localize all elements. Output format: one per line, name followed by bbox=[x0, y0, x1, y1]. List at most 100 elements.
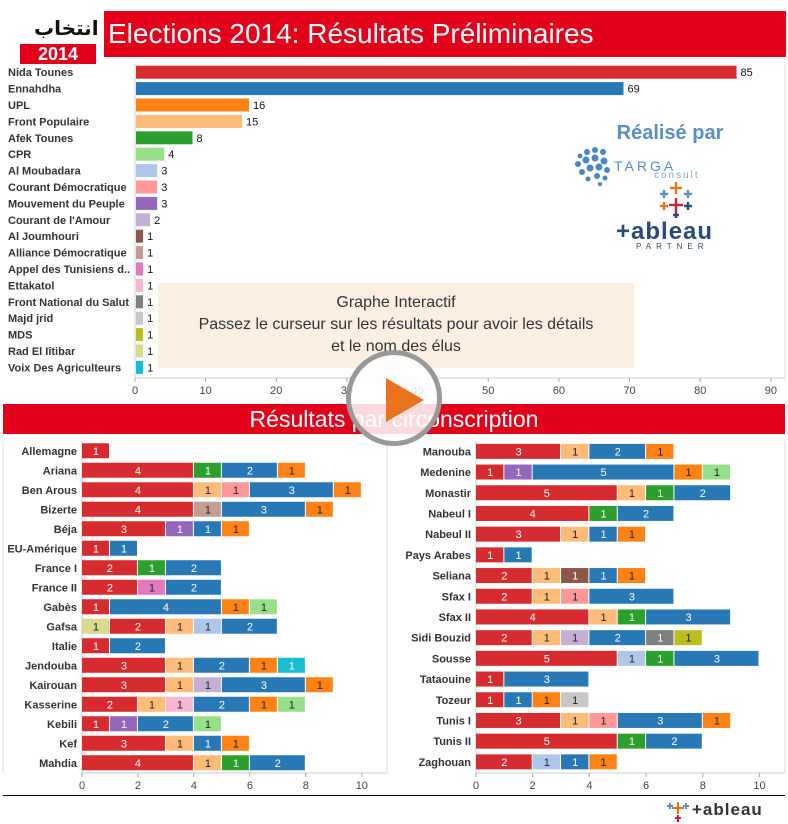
seat-segment[interactable] bbox=[221, 599, 249, 615]
seat-segment[interactable] bbox=[109, 638, 165, 654]
seat-segment[interactable] bbox=[193, 657, 249, 673]
seat-segment[interactable] bbox=[504, 692, 532, 708]
seat-segment[interactable] bbox=[193, 462, 221, 478]
seat-segment[interactable] bbox=[589, 712, 617, 728]
party-bar[interactable] bbox=[136, 262, 144, 276]
seat-segment[interactable] bbox=[561, 630, 589, 646]
seat-segment[interactable] bbox=[109, 618, 165, 634]
party-bar[interactable] bbox=[136, 164, 158, 178]
seat-segment[interactable] bbox=[476, 630, 532, 646]
party-bar[interactable] bbox=[136, 114, 242, 128]
party-bar[interactable] bbox=[136, 213, 151, 227]
seat-segment[interactable] bbox=[82, 599, 109, 615]
seat-segment[interactable] bbox=[561, 754, 589, 770]
seat-segment[interactable] bbox=[82, 735, 165, 751]
seat-segment[interactable] bbox=[193, 521, 221, 537]
seat-segment[interactable] bbox=[221, 462, 277, 478]
party-bar[interactable] bbox=[136, 295, 144, 309]
seat-segment[interactable] bbox=[249, 755, 305, 771]
party-bar[interactable] bbox=[136, 65, 737, 79]
seat-segment[interactable] bbox=[193, 618, 221, 634]
seat-segment[interactable] bbox=[504, 547, 532, 563]
seat-segment[interactable] bbox=[476, 464, 504, 480]
seat-segment[interactable] bbox=[249, 657, 277, 673]
seat-segment[interactable] bbox=[221, 482, 249, 498]
party-bar[interactable] bbox=[136, 278, 144, 292]
party-bar[interactable] bbox=[136, 180, 158, 194]
seat-segment[interactable] bbox=[193, 716, 221, 732]
seat-segment[interactable] bbox=[137, 716, 193, 732]
seat-segment[interactable] bbox=[277, 462, 305, 478]
seat-segment[interactable] bbox=[193, 677, 221, 693]
seat-segment[interactable] bbox=[702, 464, 731, 480]
seat-segment[interactable] bbox=[82, 540, 109, 556]
seat-segment[interactable] bbox=[476, 443, 561, 459]
seat-segment[interactable] bbox=[165, 560, 221, 576]
seat-segment[interactable] bbox=[476, 568, 532, 584]
seat-segment[interactable] bbox=[617, 609, 646, 625]
seat-segment[interactable] bbox=[476, 526, 561, 542]
seat-segment[interactable] bbox=[476, 609, 589, 625]
seat-segment[interactable] bbox=[561, 526, 589, 542]
seat-segment[interactable] bbox=[82, 716, 109, 732]
seat-segment[interactable] bbox=[674, 630, 702, 646]
party-bar[interactable] bbox=[136, 246, 144, 260]
seat-segment[interactable] bbox=[82, 657, 165, 673]
seat-segment[interactable] bbox=[674, 650, 759, 666]
seat-segment[interactable] bbox=[305, 501, 333, 517]
seat-segment[interactable] bbox=[165, 521, 193, 537]
seat-segment[interactable] bbox=[476, 650, 617, 666]
seat-segment[interactable] bbox=[82, 521, 165, 537]
party-bar[interactable] bbox=[136, 328, 144, 342]
seat-segment[interactable] bbox=[646, 443, 674, 459]
seat-segment[interactable] bbox=[476, 712, 561, 728]
seat-segment[interactable] bbox=[504, 671, 589, 687]
seat-segment[interactable] bbox=[165, 618, 193, 634]
seat-segment[interactable] bbox=[277, 657, 305, 673]
party-bar[interactable] bbox=[136, 131, 193, 145]
seat-segment[interactable] bbox=[532, 754, 561, 770]
seat-segment[interactable] bbox=[165, 579, 221, 595]
seat-segment[interactable] bbox=[476, 692, 504, 708]
seat-segment[interactable] bbox=[589, 443, 646, 459]
seat-segment[interactable] bbox=[109, 540, 137, 556]
seat-segment[interactable] bbox=[589, 754, 617, 770]
seat-segment[interactable] bbox=[82, 462, 193, 478]
seat-segment[interactable] bbox=[165, 677, 193, 693]
seat-segment[interactable] bbox=[589, 588, 674, 604]
party-bar[interactable] bbox=[136, 229, 144, 243]
seat-segment[interactable] bbox=[221, 677, 305, 693]
seat-segment[interactable] bbox=[82, 755, 193, 771]
seat-segment[interactable] bbox=[646, 630, 674, 646]
seat-segment[interactable] bbox=[193, 735, 221, 751]
seat-segment[interactable] bbox=[646, 650, 674, 666]
seat-segment[interactable] bbox=[476, 671, 504, 687]
party-bar[interactable] bbox=[136, 147, 165, 161]
seat-segment[interactable] bbox=[82, 618, 109, 634]
seat-segment[interactable] bbox=[702, 712, 731, 728]
seat-segment[interactable] bbox=[476, 505, 589, 521]
seat-segment[interactable] bbox=[221, 618, 277, 634]
seat-segment[interactable] bbox=[617, 650, 646, 666]
seat-segment[interactable] bbox=[82, 696, 137, 712]
seat-segment[interactable] bbox=[674, 485, 731, 501]
seat-segment[interactable] bbox=[82, 677, 165, 693]
seat-segment[interactable] bbox=[476, 485, 617, 501]
seat-segment[interactable] bbox=[82, 501, 193, 517]
party-bar[interactable] bbox=[136, 344, 144, 358]
seat-segment[interactable] bbox=[617, 485, 646, 501]
seat-segment[interactable] bbox=[674, 464, 702, 480]
seat-segment[interactable] bbox=[561, 443, 589, 459]
seat-segment[interactable] bbox=[221, 735, 249, 751]
seat-segment[interactable] bbox=[561, 568, 589, 584]
seat-segment[interactable] bbox=[561, 712, 589, 728]
seat-segment[interactable] bbox=[617, 505, 674, 521]
seat-segment[interactable] bbox=[646, 609, 731, 625]
seat-segment[interactable] bbox=[221, 521, 249, 537]
seat-segment[interactable] bbox=[165, 735, 193, 751]
seat-segment[interactable] bbox=[82, 638, 109, 654]
seat-segment[interactable] bbox=[532, 630, 561, 646]
seat-segment[interactable] bbox=[561, 588, 589, 604]
seat-segment[interactable] bbox=[109, 599, 221, 615]
seat-segment[interactable] bbox=[137, 579, 165, 595]
